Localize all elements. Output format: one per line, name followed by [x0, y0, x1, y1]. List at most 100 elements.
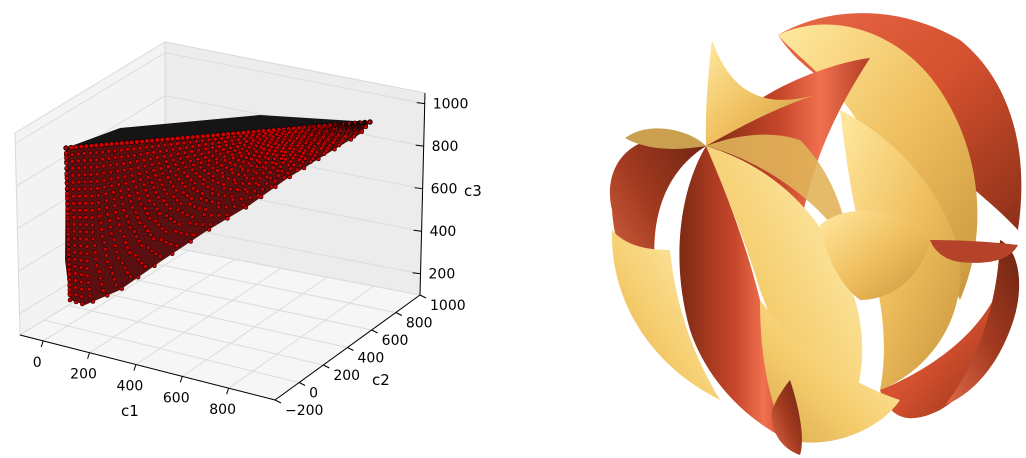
data-point [220, 170, 225, 176]
data-point [119, 286, 125, 291]
data-point [148, 232, 153, 238]
data-point [170, 184, 176, 189]
data-point [184, 232, 190, 237]
data-point [225, 150, 230, 155]
data-point [77, 201, 82, 206]
data-point [206, 158, 212, 163]
data-point [139, 260, 144, 266]
c1-tick-label: 800 [209, 402, 236, 418]
data-point [151, 167, 156, 173]
data-point [98, 275, 103, 281]
data-point [84, 236, 89, 242]
data-point [66, 252, 72, 257]
data-point [165, 175, 170, 180]
data-point [237, 140, 243, 146]
data-point [197, 205, 202, 211]
data-point [77, 222, 83, 227]
data-point [127, 160, 133, 165]
data-point [244, 175, 249, 181]
data-point [236, 172, 241, 177]
data-point [260, 170, 266, 176]
data-point [113, 155, 118, 160]
data-point [205, 133, 211, 139]
data-point [157, 177, 163, 183]
data-point [162, 142, 168, 148]
data-point [67, 282, 72, 288]
data-point [170, 147, 176, 152]
data-point [206, 137, 212, 143]
data-point [115, 168, 120, 174]
data-point [84, 244, 90, 249]
data-point [159, 237, 164, 242]
data-point [67, 292, 73, 298]
grid-line [15, 52, 425, 145]
data-point [293, 152, 298, 158]
data-point [351, 134, 357, 139]
data-point [164, 191, 170, 197]
data-point [133, 210, 139, 215]
grid-line [92, 290, 348, 348]
data-point [161, 198, 166, 203]
c3-tick-label: 1000 [433, 97, 469, 113]
data-point [144, 138, 150, 144]
data-point [65, 226, 71, 232]
data-point [164, 136, 171, 143]
data-point [79, 287, 84, 292]
data-point [113, 282, 119, 288]
data-point [254, 164, 260, 169]
data-point [88, 179, 94, 184]
data-point [155, 195, 161, 200]
data-point [139, 243, 144, 248]
data-point [66, 262, 72, 267]
data-point [86, 280, 91, 285]
data-point [173, 172, 179, 178]
data-point [299, 154, 304, 159]
data-point [270, 165, 276, 171]
data-point [273, 184, 278, 190]
data-point [283, 156, 288, 162]
data-point [170, 251, 175, 257]
data-point [210, 145, 215, 150]
data-point [162, 187, 167, 192]
data-point [129, 173, 135, 178]
data-point [156, 143, 161, 149]
data-point [86, 287, 92, 292]
data-point [126, 219, 131, 225]
data-point [126, 187, 131, 192]
grid-line [44, 319, 300, 383]
data-point [82, 158, 87, 163]
data-point [66, 267, 72, 272]
data-point [88, 186, 94, 192]
c3-tick-label: 600 [431, 182, 458, 198]
data-point [85, 273, 90, 279]
data-point [119, 140, 125, 146]
data-point [92, 243, 97, 248]
data-point [163, 229, 169, 234]
data-point [120, 201, 125, 207]
c3-tick [415, 144, 424, 147]
data-point [95, 186, 100, 191]
data-point [192, 153, 197, 158]
data-point [67, 277, 72, 282]
c1-tick [87, 352, 91, 359]
data-point [143, 264, 148, 269]
data-point [249, 156, 254, 162]
data-point [296, 157, 302, 162]
data-point [73, 292, 79, 298]
data-point [187, 139, 193, 145]
data-point [268, 184, 274, 190]
data-point [151, 150, 157, 155]
c1-tick [226, 388, 230, 395]
data-point [278, 164, 283, 169]
data-point [93, 250, 98, 255]
data-point [152, 263, 157, 269]
data-point [174, 197, 180, 203]
data-point [94, 150, 99, 155]
data-point [119, 154, 124, 160]
data-points [63, 119, 373, 307]
data-point [116, 255, 121, 261]
data-point [191, 162, 196, 168]
data-point [124, 213, 130, 219]
data-point [217, 144, 222, 149]
